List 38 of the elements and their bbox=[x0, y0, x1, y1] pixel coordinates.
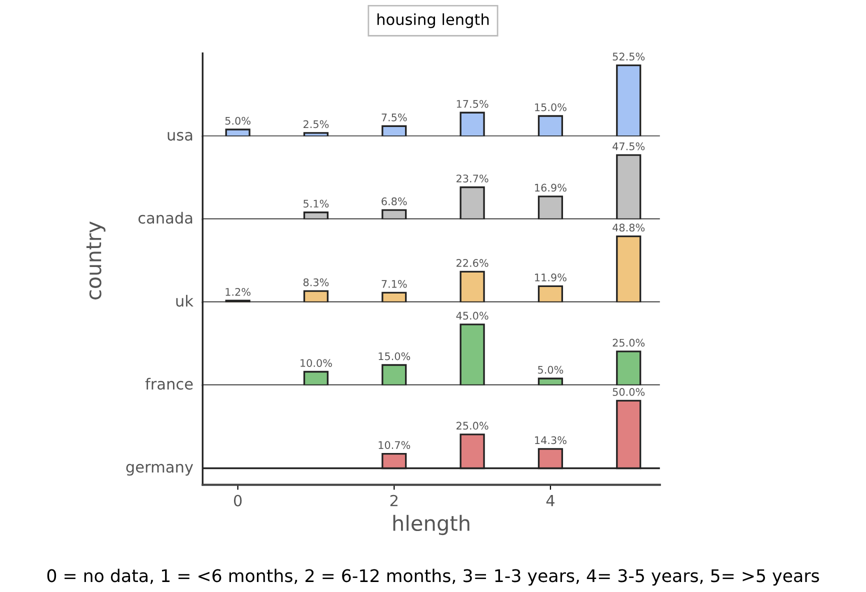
text: canada bbox=[138, 212, 192, 224]
x-axis-title: hlength bbox=[393, 514, 470, 536]
x-tick-label: 4 bbox=[546, 495, 554, 506]
data-label: 6.8% bbox=[382, 197, 407, 206]
data-label: 11.9% bbox=[535, 274, 566, 282]
data-label: 10.7% bbox=[378, 441, 410, 449]
data-label: 17.5% bbox=[456, 100, 488, 108]
text: uk bbox=[176, 294, 194, 307]
text: 0 = no data, 1 = <6 months, 2 = 6-12 months, 3= 1-3 years, 4= 3-5 years, 5= >5 years bbox=[47, 568, 819, 586]
data-label: 1.2% bbox=[226, 288, 250, 296]
data-label: 5.1% bbox=[304, 200, 329, 208]
data-label: 7.1% bbox=[382, 280, 407, 288]
text: france bbox=[145, 378, 193, 390]
data-label: 52.5% bbox=[612, 52, 645, 61]
text: germany bbox=[126, 464, 194, 476]
data-label: 5.0% bbox=[225, 116, 250, 125]
data-label: 5.0% bbox=[538, 366, 564, 374]
data-label: 47.5% bbox=[612, 142, 645, 150]
data-label: 2.5% bbox=[304, 120, 329, 128]
data-label: 8.3% bbox=[303, 278, 329, 286]
data-label: 48.8% bbox=[612, 224, 645, 232]
x-tick-label: 0 bbox=[234, 494, 242, 506]
data-label: 23.7% bbox=[456, 174, 488, 182]
data-label: 15.0% bbox=[378, 352, 410, 360]
text: usa bbox=[168, 132, 192, 141]
data-label: 7.5% bbox=[382, 113, 407, 122]
data-label: 25.0% bbox=[456, 422, 488, 430]
data-label: 25.0% bbox=[612, 338, 645, 347]
x-tick-label: 2 bbox=[390, 494, 398, 506]
data-label: 14.3% bbox=[535, 436, 566, 444]
chart-title: housing length bbox=[377, 13, 489, 28]
data-label: 45.0% bbox=[456, 312, 488, 320]
data-label: 15.0% bbox=[535, 103, 566, 112]
data-label: 10.0% bbox=[300, 359, 332, 367]
data-label: 22.6% bbox=[456, 259, 488, 267]
data-label: 50.0% bbox=[612, 388, 645, 396]
y-axis-title: country bbox=[86, 222, 106, 300]
data-label: 16.9% bbox=[535, 184, 566, 192]
